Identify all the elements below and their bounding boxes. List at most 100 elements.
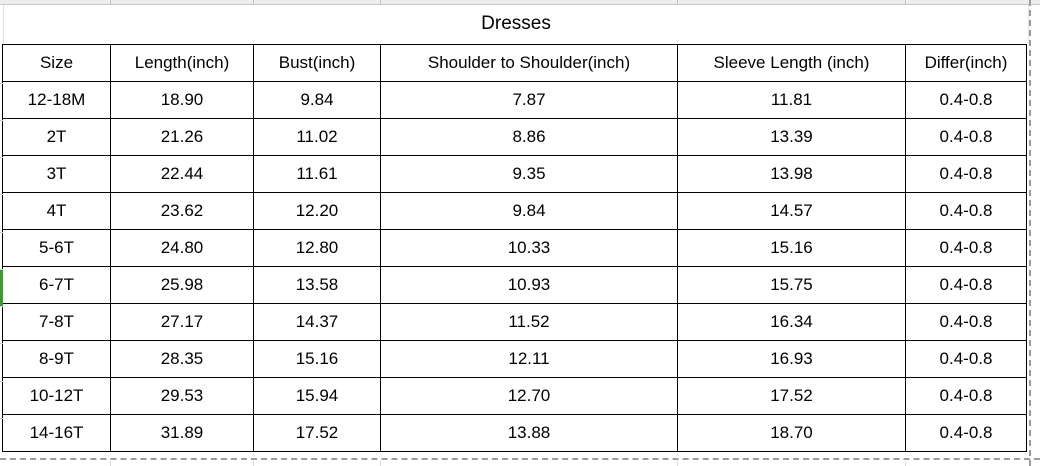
column-header[interactable]: Length(inch): [110, 44, 254, 82]
gridline-stub: [905, 0, 906, 5]
measurement-cell[interactable]: 17.52: [253, 414, 381, 452]
measurement-cell[interactable]: 25.98: [110, 266, 254, 304]
measurement-cell[interactable]: 17.52: [677, 377, 906, 415]
measurement-cell[interactable]: 14.37: [253, 303, 381, 341]
gridline-stub: [0, 232, 3, 233]
measurement-cell[interactable]: 18.90: [110, 81, 254, 119]
measurement-cell[interactable]: 12.11: [380, 340, 678, 378]
gridline-stub: [110, 0, 111, 5]
measurement-cell[interactable]: 13.58: [253, 266, 381, 304]
measurement-cell[interactable]: 0.4-0.8: [905, 81, 1027, 119]
measurement-cell[interactable]: 0.4-0.8: [905, 377, 1027, 415]
measurement-cell[interactable]: 22.44: [110, 155, 254, 193]
column-header[interactable]: Shoulder to Shoulder(inch): [380, 44, 678, 82]
size-cell[interactable]: 4T: [2, 192, 111, 230]
gridline-stub: [253, 461, 254, 466]
measurement-cell[interactable]: 10.93: [380, 266, 678, 304]
measurement-cell[interactable]: 11.81: [677, 81, 906, 119]
gridline-stub: [677, 461, 678, 466]
measurement-cell[interactable]: 7.87: [380, 81, 678, 119]
size-cell[interactable]: 7-8T: [2, 303, 111, 341]
gridline-stub: [0, 381, 3, 382]
table-row: 7-8T 27.17 14.37 11.52 16.34 0.4-0.8: [2, 303, 1027, 341]
column-header[interactable]: Sleeve Length (inch): [677, 44, 906, 82]
gridline-stub: [0, 120, 3, 121]
size-cell[interactable]: 3T: [2, 155, 111, 193]
gridline-stub: [677, 0, 678, 5]
gridline-stub: [0, 306, 3, 307]
measurement-cell[interactable]: 28.35: [110, 340, 254, 378]
size-chart-table: Size Length(inch) Bust(inch) Shoulder to Sh…: [2, 44, 1027, 452]
measurement-cell[interactable]: 0.4-0.8: [905, 266, 1027, 304]
measurement-cell[interactable]: 0.4-0.8: [905, 414, 1027, 452]
table-title: Dresses: [481, 13, 551, 34]
table-row: 10-12T 29.53 15.94 12.70 17.52 0.4-0.8: [2, 377, 1027, 415]
measurement-cell[interactable]: 9.84: [380, 192, 678, 230]
gridline-stub: [380, 461, 381, 466]
measurement-cell[interactable]: 14.57: [677, 192, 906, 230]
measurement-cell[interactable]: 13.39: [677, 118, 906, 156]
page-break-vertical: [1029, 0, 1031, 466]
gridline-stub: [0, 343, 3, 344]
gridline-stub: [0, 157, 3, 158]
size-cell[interactable]: 2T: [2, 118, 111, 156]
measurement-cell[interactable]: 15.16: [677, 229, 906, 267]
size-cell[interactable]: 8-9T: [2, 340, 111, 378]
table-row: 2T 21.26 11.02 8.86 13.39 0.4-0.8: [2, 118, 1027, 156]
measurement-cell[interactable]: 11.52: [380, 303, 678, 341]
gridline-stub: [380, 0, 381, 5]
size-cell[interactable]: 14-16T: [2, 414, 111, 452]
measurement-cell[interactable]: 0.4-0.8: [905, 155, 1027, 193]
measurement-cell[interactable]: 10.33: [380, 229, 678, 267]
column-header[interactable]: Size: [2, 44, 111, 82]
table-row: 3T 22.44 11.61 9.35 13.98 0.4-0.8: [2, 155, 1027, 193]
table-row: 8-9T 28.35 15.16 12.11 16.93 0.4-0.8: [2, 340, 1027, 378]
table-row: 4T 23.62 12.20 9.84 14.57 0.4-0.8: [2, 192, 1027, 230]
measurement-cell[interactable]: 11.61: [253, 155, 381, 193]
size-cell[interactable]: 10-12T: [2, 377, 111, 415]
measurement-cell[interactable]: 0.4-0.8: [905, 229, 1027, 267]
gridline-stub: [253, 0, 254, 5]
table-row: 5-6T 24.80 12.80 10.33 15.16 0.4-0.8: [2, 229, 1027, 267]
measurement-cell[interactable]: 9.35: [380, 155, 678, 193]
size-cell[interactable]: 6-7T: [2, 266, 111, 304]
measurement-cell[interactable]: 12.20: [253, 192, 381, 230]
size-cell[interactable]: 12-18M: [2, 81, 111, 119]
measurement-cell[interactable]: 23.62: [110, 192, 254, 230]
measurement-cell[interactable]: 15.75: [677, 266, 906, 304]
measurement-cell[interactable]: 12.80: [253, 229, 381, 267]
measurement-cell[interactable]: 24.80: [110, 229, 254, 267]
table-row: 12-18M 18.90 9.84 7.87 11.81 0.4-0.8: [2, 81, 1027, 119]
measurement-cell[interactable]: 11.02: [253, 118, 381, 156]
measurement-cell[interactable]: 18.70: [677, 414, 906, 452]
gridline-stub: [0, 83, 3, 84]
measurement-cell[interactable]: 13.98: [677, 155, 906, 193]
measurement-cell[interactable]: 13.88: [380, 414, 678, 452]
column-header[interactable]: Differ(inch): [905, 44, 1027, 82]
measurement-cell[interactable]: 0.4-0.8: [905, 303, 1027, 341]
measurement-cell[interactable]: 0.4-0.8: [905, 118, 1027, 156]
size-cell[interactable]: 5-6T: [2, 229, 111, 267]
table-title-cell[interactable]: Dresses: [3, 5, 1029, 43]
measurement-cell[interactable]: 21.26: [110, 118, 254, 156]
measurement-cell[interactable]: 0.4-0.8: [905, 340, 1027, 378]
gridline-stub: [110, 461, 111, 466]
measurement-cell[interactable]: 8.86: [380, 118, 678, 156]
measurement-cell[interactable]: 12.70: [380, 377, 678, 415]
gridline-stub: [905, 461, 906, 466]
header-row: Size Length(inch) Bust(inch) Shoulder to Sh…: [2, 44, 1027, 82]
gridline-stub: [0, 194, 3, 195]
measurement-cell[interactable]: 9.84: [253, 81, 381, 119]
measurement-cell[interactable]: 15.94: [253, 377, 381, 415]
table-row: 6-7T 25.98 13.58 10.93 15.75 0.4-0.8: [2, 266, 1027, 304]
gridline-stub: [0, 418, 3, 419]
measurement-cell[interactable]: 16.34: [677, 303, 906, 341]
selection-indicator: [0, 270, 3, 306]
measurement-cell[interactable]: 31.89: [110, 414, 254, 452]
measurement-cell[interactable]: 27.17: [110, 303, 254, 341]
measurement-cell[interactable]: 0.4-0.8: [905, 192, 1027, 230]
measurement-cell[interactable]: 16.93: [677, 340, 906, 378]
column-header[interactable]: Bust(inch): [253, 44, 381, 82]
measurement-cell[interactable]: 15.16: [253, 340, 381, 378]
measurement-cell[interactable]: 29.53: [110, 377, 254, 415]
